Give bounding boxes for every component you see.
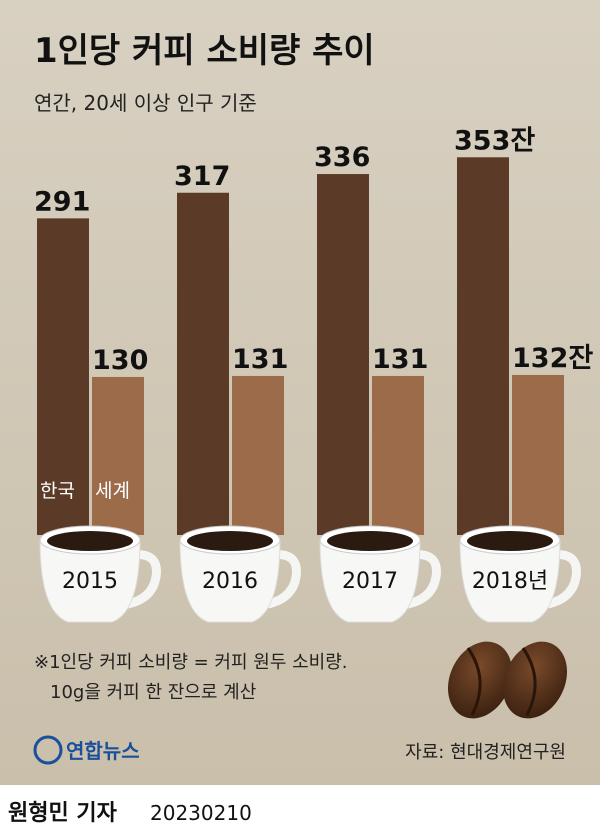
- bar: [372, 375, 424, 535]
- value-label: 132잔: [512, 343, 593, 374]
- note: ※1인당 커피 소비량 = 커피 원두 소비량.: [34, 652, 348, 673]
- bar: [232, 375, 284, 535]
- x-tick-label: 2015: [62, 569, 118, 594]
- cup-body: [319, 539, 421, 623]
- coffee-beans: [447, 641, 568, 719]
- byline: 원형민 기자: [8, 801, 118, 826]
- coffee: [187, 531, 273, 551]
- value-label: 291: [34, 186, 90, 217]
- bar: [92, 376, 144, 535]
- footer-background: [0, 785, 600, 835]
- bar: [457, 157, 509, 536]
- value-label: 130: [92, 345, 148, 376]
- legend-label: 한국: [40, 480, 75, 502]
- bar: [317, 174, 369, 536]
- source: 자료: 현대경제연구원: [405, 742, 566, 763]
- bar: [177, 192, 229, 535]
- coffee: [467, 531, 553, 551]
- logo-text: 연합뉴스: [66, 739, 140, 763]
- cup: 2015: [39, 525, 161, 623]
- cup-handle: [401, 549, 441, 610]
- value-label: 131: [232, 344, 288, 375]
- chart-subtitle: 연간, 20세 이상 인구 기준: [34, 91, 257, 115]
- coffee: [47, 531, 133, 551]
- cup-handle: [541, 549, 581, 610]
- note: 10g을 커피 한 잔으로 계산: [50, 682, 256, 703]
- cup: 2016: [179, 525, 301, 623]
- value-label: 336: [314, 142, 370, 173]
- cup-body: [179, 539, 281, 623]
- cup-handle: [261, 549, 301, 610]
- coffee: [327, 531, 413, 551]
- x-tick-label: 2018년: [472, 569, 548, 594]
- value-label: 131: [372, 344, 428, 375]
- x-tick-label: 2016: [202, 569, 258, 594]
- cup-body: [39, 539, 141, 623]
- cup-body: [459, 539, 561, 623]
- legend-label: 세계: [95, 480, 130, 502]
- bar: [37, 218, 89, 536]
- date: 20230210: [150, 801, 252, 825]
- logo: 연합뉴스: [33, 735, 140, 765]
- bar: [512, 374, 564, 535]
- cup: 2017: [319, 525, 441, 623]
- chart-title: 1인당 커피 소비량 추이: [34, 31, 375, 71]
- x-tick-label: 2017: [342, 569, 398, 594]
- cup: 2018년: [459, 525, 581, 623]
- cup-handle: [121, 549, 161, 610]
- value-label: 353잔: [454, 125, 535, 156]
- value-label: 317: [174, 161, 230, 192]
